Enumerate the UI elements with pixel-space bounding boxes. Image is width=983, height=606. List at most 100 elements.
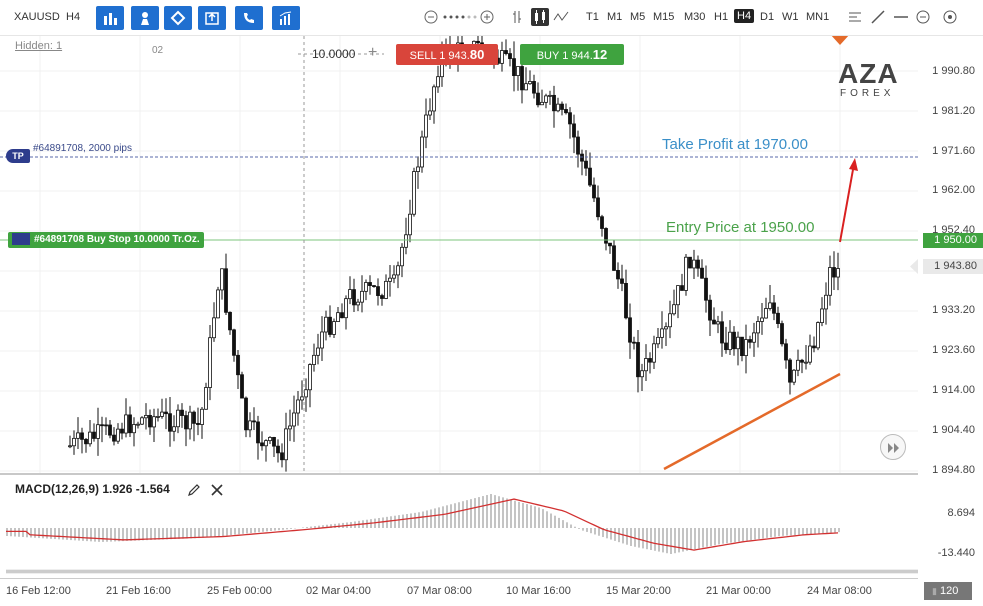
candle-body xyxy=(116,428,120,442)
macd-bar xyxy=(262,528,264,532)
trendline-icon[interactable] xyxy=(871,10,885,24)
close-indicator-icon[interactable] xyxy=(210,483,224,497)
chart-sub-label: 02 xyxy=(152,45,164,56)
aza-forex-logo: AZA FOREX xyxy=(838,58,910,102)
symbol-label[interactable]: XAUUSD xyxy=(14,11,60,23)
candle-body xyxy=(216,289,220,319)
macd-bar xyxy=(590,528,592,534)
macd-bar xyxy=(566,522,568,528)
pending-order-label[interactable]: #64891708 Buy Stop 10.0000 Tr.Oz. xyxy=(8,232,204,248)
candle-type-icon[interactable] xyxy=(531,8,549,26)
candle-body xyxy=(80,432,84,440)
macd-bar xyxy=(222,528,224,536)
candle-body xyxy=(780,323,784,345)
price-chart[interactable] xyxy=(0,36,918,473)
macd-bar xyxy=(378,518,380,528)
candle-body xyxy=(660,328,664,338)
macd-bar xyxy=(406,514,408,528)
diamond-button[interactable] xyxy=(164,6,192,30)
edit-indicator-icon[interactable] xyxy=(187,483,201,497)
macd-scrollbar[interactable] xyxy=(6,570,918,573)
lot-size-field[interactable]: 10.0000 + xyxy=(298,44,384,64)
tf-m1[interactable]: M1 xyxy=(607,11,623,23)
bar-type-icon[interactable] xyxy=(512,10,522,24)
candle-body xyxy=(420,136,424,168)
indicators-button[interactable] xyxy=(272,6,300,30)
pawn-button[interactable] xyxy=(131,6,159,30)
sell-button[interactable]: SELL 1 943.80 xyxy=(396,44,498,65)
hidden-orders-label[interactable]: Hidden: 1 xyxy=(15,40,63,52)
candle-body xyxy=(632,341,636,344)
candle-body xyxy=(280,452,284,461)
candle-body xyxy=(628,317,632,343)
candle-body xyxy=(380,295,384,299)
candle-body xyxy=(264,440,268,447)
export-button[interactable] xyxy=(198,6,226,30)
macd-bar xyxy=(450,504,452,528)
macd-bar xyxy=(810,528,812,534)
tp-marker[interactable]: TP xyxy=(6,149,30,163)
candle-body xyxy=(188,411,192,430)
macd-bar xyxy=(102,528,104,542)
macd-bar xyxy=(398,515,400,528)
candle-body xyxy=(96,424,100,439)
macd-bar xyxy=(54,528,56,540)
scroll-to-end-button[interactable] xyxy=(880,434,906,460)
candle-body xyxy=(708,299,712,321)
price-axis[interactable]: 1 990.80 1 981.20 1 971.60 1 962.00 1 95… xyxy=(910,36,983,476)
candle-body xyxy=(684,256,688,291)
tf-m15[interactable]: M15 xyxy=(653,11,675,23)
zoom-level[interactable]: 120 xyxy=(924,582,972,600)
buy-button[interactable]: BUY 1 944.12 xyxy=(520,44,624,65)
tf-m5[interactable]: M5 xyxy=(630,11,646,23)
time-axis[interactable]: 16 Feb 12:00 21 Feb 16:00 25 Feb 00:00 0… xyxy=(0,578,918,606)
candle-body xyxy=(164,411,168,415)
bar-chart-button[interactable] xyxy=(96,6,124,30)
candle-body xyxy=(508,53,512,60)
tf-h4[interactable]: H4 xyxy=(734,9,755,23)
tf-mn1[interactable]: MN1 xyxy=(806,11,830,23)
macd-bar xyxy=(174,528,176,540)
tf-h1[interactable]: H1 xyxy=(714,11,729,23)
zoom-slider-icon[interactable] xyxy=(443,15,479,19)
candle-body xyxy=(712,319,716,325)
candle-body xyxy=(772,302,776,314)
candle-body xyxy=(376,286,380,296)
tf-t1[interactable]: T1 xyxy=(586,11,599,23)
tf-w1[interactable]: W1 xyxy=(782,11,799,23)
candle-body xyxy=(728,331,732,351)
line-type-icon[interactable] xyxy=(553,10,569,24)
macd-bar xyxy=(766,528,768,538)
candle-body xyxy=(384,280,388,299)
candle-body xyxy=(232,329,236,356)
order-menu-icon[interactable] xyxy=(12,233,30,246)
trend-line[interactable] xyxy=(663,372,841,471)
zoom-out-icon[interactable] xyxy=(424,10,438,24)
settings-icon[interactable] xyxy=(943,10,957,24)
macd-bar xyxy=(42,528,44,539)
candle-body xyxy=(404,234,408,248)
candle-body xyxy=(436,76,440,88)
horizontal-line-icon[interactable] xyxy=(894,10,908,24)
tf-m30[interactable]: M30 xyxy=(684,11,706,23)
candle-body xyxy=(696,259,700,269)
pawn-icon xyxy=(141,12,149,25)
delete-drawings-icon[interactable] xyxy=(916,10,930,24)
zoom-in-icon[interactable] xyxy=(480,10,494,24)
candle-body xyxy=(88,431,92,445)
macd-bar xyxy=(510,499,512,528)
time-tick: 16 Feb 12:00 xyxy=(6,585,71,597)
phone-button[interactable] xyxy=(235,6,263,30)
candle-body xyxy=(616,269,620,280)
tf-d1[interactable]: D1 xyxy=(760,11,775,23)
macd-panel[interactable] xyxy=(0,473,918,575)
candle-body xyxy=(132,424,136,434)
candle-body xyxy=(84,438,88,445)
macd-bar xyxy=(602,528,604,538)
lot-size-value[interactable]: 10.0000 xyxy=(312,47,356,61)
macd-bar xyxy=(134,528,136,541)
macd-bar xyxy=(198,528,200,539)
lot-increase-icon[interactable]: + xyxy=(368,44,378,61)
fibonacci-icon[interactable] xyxy=(848,10,862,24)
macd-bar xyxy=(478,497,480,528)
